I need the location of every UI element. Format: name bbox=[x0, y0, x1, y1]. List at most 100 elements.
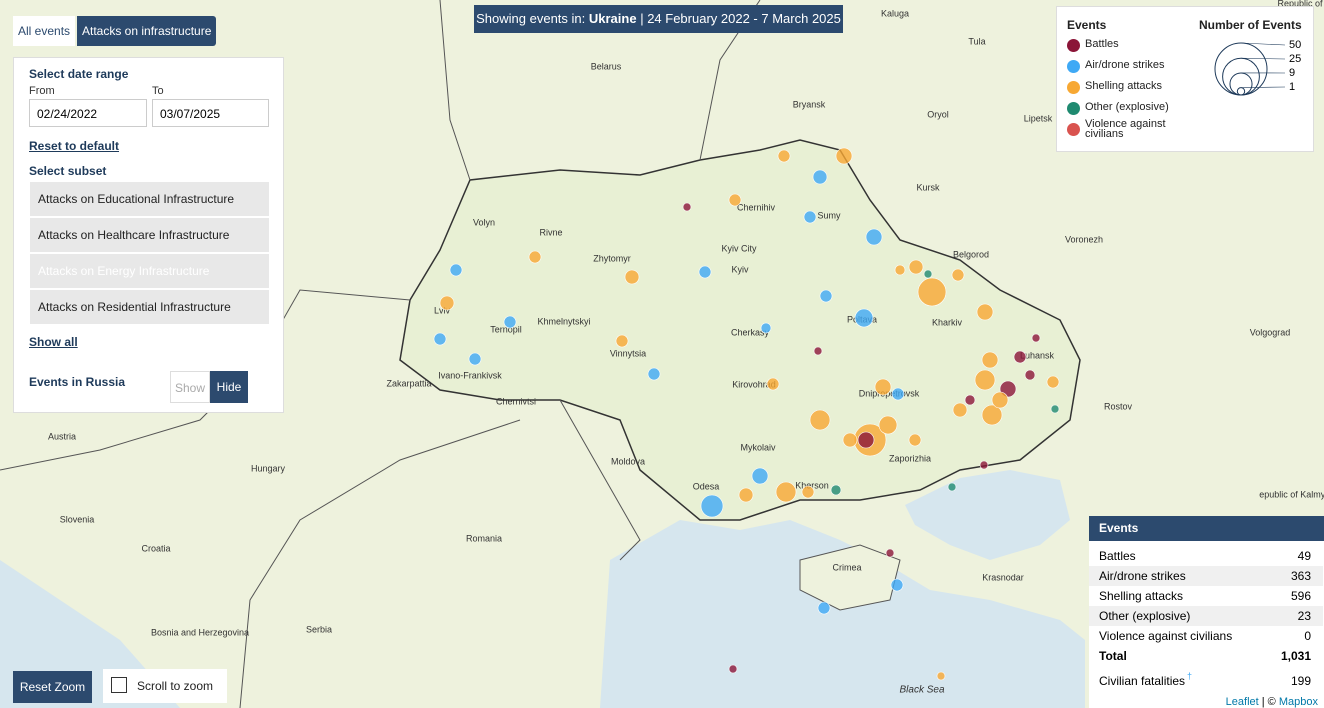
tab-infrastructure[interactable]: Attacks on infrastructure bbox=[77, 16, 217, 46]
event-marker bbox=[615, 334, 629, 348]
date-title: Select date range bbox=[29, 67, 129, 81]
place-label: epublic of Kalmykia bbox=[1259, 489, 1324, 499]
event-markers bbox=[433, 147, 1060, 681]
subset-title: Select subset bbox=[29, 164, 107, 178]
size-leader bbox=[1240, 42, 1286, 46]
subset-option[interactable]: Attacks on Healthcare Infrastructure bbox=[30, 218, 269, 252]
legend-swatch bbox=[1067, 39, 1080, 52]
place-label: Vinnytsia bbox=[610, 348, 646, 358]
event-marker bbox=[819, 289, 833, 303]
place-label: Zaporizhia bbox=[889, 453, 931, 463]
event-marker bbox=[1050, 404, 1060, 414]
event-marker bbox=[917, 277, 947, 307]
event-marker bbox=[991, 391, 1009, 409]
scroll-toggle[interactable]: Scroll to zoom bbox=[103, 669, 227, 703]
event-marker bbox=[981, 404, 1003, 426]
event-marker bbox=[923, 269, 933, 279]
place-label: Belarus bbox=[591, 61, 622, 71]
show-button[interactable]: Show bbox=[170, 371, 210, 403]
event-marker bbox=[777, 149, 791, 163]
event-marker bbox=[528, 250, 542, 264]
event-marker bbox=[894, 264, 906, 276]
hide-button[interactable]: Hide bbox=[210, 371, 248, 403]
event-marker bbox=[890, 578, 904, 592]
place-label: Khmelnytskyi bbox=[537, 316, 590, 326]
place-label: Austria bbox=[48, 431, 76, 441]
reset-zoom-button[interactable]: Reset Zoom bbox=[13, 671, 92, 703]
place-label: Kirovohrad bbox=[732, 379, 776, 389]
event-marker bbox=[908, 433, 922, 447]
place-label: Black Sea bbox=[899, 685, 944, 696]
place-label: Moldova bbox=[611, 456, 645, 466]
row-label: Total bbox=[1099, 649, 1127, 663]
russia-label: Events in Russia bbox=[29, 375, 126, 389]
event-marker bbox=[766, 377, 780, 391]
place-label: Crimea bbox=[832, 562, 861, 572]
legend-label: Other (explosive) bbox=[1085, 101, 1169, 113]
place-label: Serbia bbox=[306, 624, 332, 634]
row-label: Air/drone strikes bbox=[1099, 569, 1186, 583]
event-marker bbox=[803, 210, 817, 224]
event-marker bbox=[964, 394, 976, 406]
reset-link[interactable]: Reset to default bbox=[29, 139, 120, 153]
header-prefix: Showing events in: bbox=[476, 11, 586, 26]
to-input[interactable]: 03/07/2025 bbox=[152, 99, 269, 127]
mapbox-link[interactable]: Mapbox bbox=[1278, 696, 1318, 708]
events-table: Events Battles 49 Air/drone strikes 363 Shel… bbox=[1089, 516, 1324, 708]
place-label: Lipetsk bbox=[1024, 113, 1053, 123]
size-leader bbox=[1240, 86, 1286, 88]
event-marker bbox=[857, 431, 875, 449]
place-label: Lviv bbox=[434, 305, 451, 315]
event-marker bbox=[817, 601, 831, 615]
event-marker bbox=[503, 315, 517, 329]
row-value: 596 bbox=[1290, 589, 1311, 603]
place-label: Rivne bbox=[539, 227, 562, 237]
place-label: Chernivtsi bbox=[496, 396, 536, 406]
event-marker bbox=[433, 332, 447, 346]
from-input[interactable]: 02/24/2022 bbox=[29, 99, 147, 127]
row-label: Violence against civilians bbox=[1099, 629, 1233, 643]
show-all-link[interactable]: Show all bbox=[29, 335, 78, 349]
attribution: Leaflet | © Mapbox bbox=[1223, 696, 1320, 708]
size-circle bbox=[1229, 72, 1253, 96]
place-label: Odesa bbox=[693, 481, 720, 491]
row-value: 49 bbox=[1297, 549, 1311, 563]
table-row: Shelling attacks 596 bbox=[1089, 586, 1323, 606]
size-circle bbox=[1236, 87, 1246, 96]
place-label: Republic of bbox=[1277, 0, 1323, 8]
checkbox[interactable] bbox=[111, 677, 127, 693]
place-label: Zhytomyr bbox=[593, 253, 631, 263]
event-marker bbox=[842, 432, 858, 448]
subset-option[interactable]: Attacks on Energy Infrastructure bbox=[30, 254, 269, 288]
row-label: Other (explosive) bbox=[1099, 609, 1191, 623]
legend-swatch bbox=[1067, 102, 1080, 115]
event-marker bbox=[813, 346, 823, 356]
place-label: Rostov bbox=[1104, 401, 1133, 411]
event-marker bbox=[1024, 369, 1036, 381]
row-value: 0 bbox=[1304, 629, 1311, 643]
legend-swatch bbox=[1067, 81, 1080, 94]
size-legend-title: Number of Events bbox=[1199, 18, 1302, 32]
subset-option[interactable]: Attacks on Educational Infrastructure bbox=[30, 182, 269, 216]
tab-all-events[interactable]: All events bbox=[13, 16, 76, 46]
event-marker bbox=[974, 369, 996, 391]
place-label: Luhansk bbox=[1020, 350, 1055, 360]
legend-swatch bbox=[1067, 123, 1080, 136]
row-label: Civilian fatalities bbox=[1099, 674, 1186, 688]
event-marker bbox=[874, 378, 892, 396]
row-value: 1,031 bbox=[1280, 649, 1311, 663]
size-circle bbox=[1222, 57, 1260, 96]
place-label: Tula bbox=[968, 36, 985, 46]
sea-of-azov bbox=[905, 470, 1070, 560]
table-fatalities: Civilian fatalities 199 † bbox=[1089, 671, 1323, 691]
size-label: 50 bbox=[1289, 39, 1301, 51]
place-label: Slovenia bbox=[60, 514, 95, 524]
subset-option[interactable]: Attacks on Residential Infrastructure bbox=[30, 290, 269, 324]
row-value: 199 bbox=[1290, 674, 1311, 688]
place-label: Chernihiv bbox=[737, 202, 776, 212]
header-country: Ukraine bbox=[588, 11, 637, 26]
ukraine-border bbox=[399, 139, 1081, 521]
place-label: Kursk bbox=[916, 182, 940, 192]
leaflet-link[interactable]: Leaflet bbox=[1225, 696, 1259, 708]
